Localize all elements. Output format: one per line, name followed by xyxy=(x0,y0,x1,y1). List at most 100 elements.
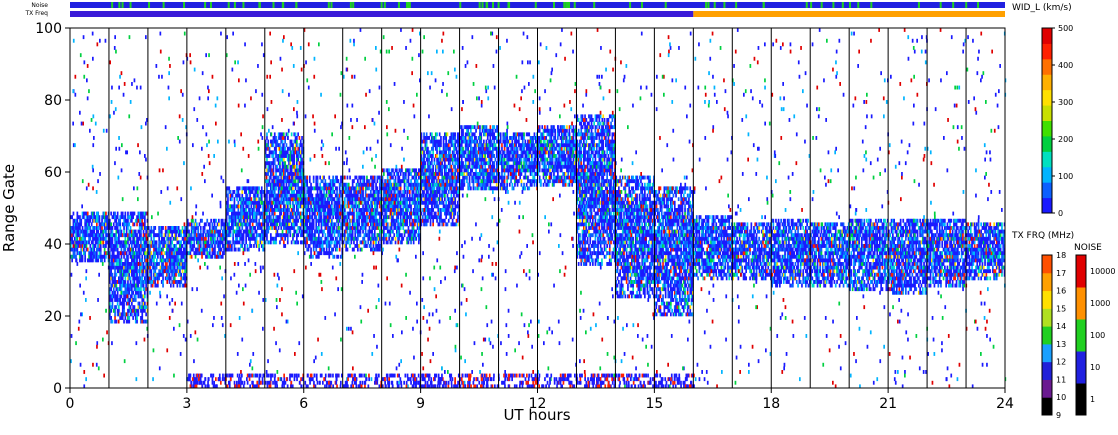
echo-cell xyxy=(102,240,105,245)
echo-cell xyxy=(332,236,334,241)
echo-cell xyxy=(429,172,432,176)
echo-cell xyxy=(346,211,349,216)
echo-cell xyxy=(346,186,349,191)
echo-cell xyxy=(155,233,158,238)
echo-cell xyxy=(410,222,412,227)
echo-cell xyxy=(270,204,272,209)
echo-cell xyxy=(293,139,296,144)
echo-cell xyxy=(88,215,90,220)
echo-cell xyxy=(284,179,286,184)
echo-cell xyxy=(454,164,457,169)
echo-cell xyxy=(227,226,229,230)
echo-cell xyxy=(112,283,115,288)
echo-cell xyxy=(120,316,123,320)
echo-cell xyxy=(471,157,473,162)
echo-cell xyxy=(390,215,393,220)
echo-cell xyxy=(355,215,358,220)
echo-cell xyxy=(445,208,447,212)
echo-cell xyxy=(310,197,312,202)
echo-cell xyxy=(340,233,342,238)
echo-cell xyxy=(462,172,464,176)
echo-cell xyxy=(132,229,134,234)
echo-cell xyxy=(444,190,446,194)
echo-cell xyxy=(383,193,385,198)
echo-cell xyxy=(338,229,341,234)
echo-cell xyxy=(276,200,279,205)
echo-cell xyxy=(316,229,319,234)
echo-cell xyxy=(128,290,131,295)
echo-cell xyxy=(242,218,245,223)
echo-cell xyxy=(407,233,410,238)
echo-cell xyxy=(284,193,286,198)
echo-cell xyxy=(162,265,164,270)
echo-cell xyxy=(471,132,473,137)
echo-cell xyxy=(266,197,268,202)
echo-cell xyxy=(312,200,315,205)
echo-cell xyxy=(123,218,125,223)
echo-cell xyxy=(167,236,170,241)
echo-cell xyxy=(296,190,298,194)
noise-strip-spike xyxy=(459,2,462,8)
echo-cell xyxy=(412,222,415,227)
echo-cell xyxy=(72,211,75,216)
echo-cell xyxy=(331,233,333,238)
echo-cell xyxy=(89,247,92,252)
echo-cell xyxy=(425,136,428,140)
echo-cell xyxy=(189,240,192,245)
echo-cell xyxy=(402,204,405,209)
echo-cell xyxy=(290,172,293,176)
echo-cell xyxy=(321,233,324,238)
echo-cell xyxy=(142,308,145,313)
echo-cell xyxy=(412,226,415,230)
echo-cell xyxy=(312,197,315,202)
echo-cell xyxy=(281,190,284,194)
echo-cell xyxy=(125,262,128,266)
echo-cell xyxy=(319,211,321,216)
echo-cell xyxy=(336,186,338,191)
echo-cell xyxy=(332,182,334,187)
echo-cell xyxy=(386,168,389,173)
echo-cell xyxy=(297,168,299,173)
echo-cell xyxy=(106,218,109,223)
echo-cell xyxy=(392,200,394,205)
echo-cell xyxy=(237,229,240,234)
echo-cell xyxy=(371,226,373,230)
echo-cell xyxy=(116,251,119,256)
echo-cell xyxy=(166,272,168,277)
echo-cell xyxy=(428,186,431,191)
echo-cell xyxy=(111,226,114,230)
echo-cell xyxy=(386,179,389,184)
echo-cell xyxy=(170,276,172,281)
echo-cell xyxy=(183,240,185,245)
echo-cell xyxy=(177,247,180,252)
echo-cell xyxy=(389,233,392,238)
echo-cell xyxy=(288,208,290,212)
echo-cell xyxy=(221,240,224,245)
echo-cell xyxy=(176,226,179,230)
echo-cell xyxy=(145,211,147,216)
echo-cell xyxy=(347,190,350,194)
echo-cell xyxy=(457,136,459,140)
echo-cell xyxy=(434,172,437,176)
echo-cell xyxy=(324,208,327,212)
echo-cell xyxy=(88,236,90,241)
echo-cell xyxy=(399,211,402,216)
noise-strip-spike xyxy=(209,2,212,8)
echo-cell xyxy=(446,132,449,137)
echo-cell xyxy=(125,283,128,288)
echo-cell xyxy=(454,139,457,144)
echo-cell xyxy=(218,251,220,256)
echo-cell xyxy=(308,175,311,180)
echo-cell xyxy=(367,215,370,220)
echo-cell xyxy=(445,200,447,205)
echo-cell xyxy=(386,197,389,202)
echo-cell xyxy=(411,226,414,230)
echo-cell xyxy=(147,276,150,281)
echo-cell xyxy=(144,305,146,310)
echo-cell xyxy=(96,254,98,259)
echo-cell xyxy=(255,215,258,220)
echo-cell xyxy=(407,172,410,176)
echo-cell xyxy=(311,240,314,245)
echo-cell xyxy=(119,287,121,292)
echo-cell xyxy=(79,222,81,227)
